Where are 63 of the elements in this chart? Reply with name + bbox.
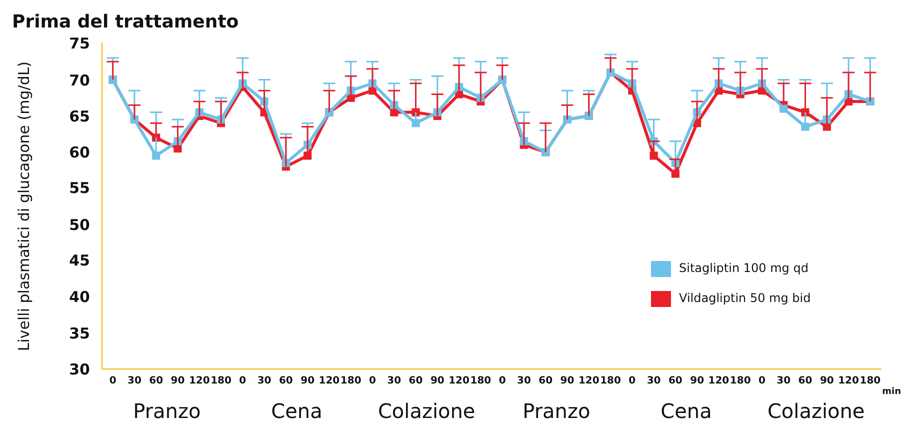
point — [650, 152, 658, 160]
x-tick-label: 180 — [340, 376, 362, 387]
point — [780, 104, 788, 113]
y-tick-label: 60 — [69, 144, 90, 162]
x-tick-label: 90 — [690, 376, 704, 387]
x-tick-label: 30 — [387, 376, 402, 387]
x-tick-label: 30 — [646, 376, 661, 387]
x-tick-label: 120 — [708, 376, 730, 387]
text: Colazione — [378, 399, 476, 424]
y-tick-label: 50 — [69, 216, 90, 234]
x-tick-label: 30 — [516, 376, 531, 387]
text: Pranzo — [522, 399, 590, 424]
x-tick-label: 90 — [820, 376, 834, 387]
x-tick-label: 90 — [300, 376, 315, 387]
y-tick-label: 35 — [69, 324, 90, 342]
x-tick-label: 180 — [860, 376, 881, 387]
point — [671, 170, 680, 178]
x-tick-label: 120 — [188, 376, 210, 387]
x-tick-label: 120 — [318, 376, 340, 387]
x-tick-label: 120 — [448, 376, 470, 387]
y-axis-title: Livelli plasmatici di glucagone (mg/dL) — [14, 61, 33, 352]
x-tick-label: 180 — [210, 376, 232, 387]
y-tick-label: 45 — [69, 252, 90, 270]
x-tick-label: 0 — [239, 376, 246, 387]
x-tick-label: 30 — [257, 376, 272, 387]
x-axis-title: min — [882, 386, 902, 397]
x-tick-label: 180 — [730, 376, 751, 387]
point — [412, 119, 420, 128]
x-tick-label: 180 — [470, 376, 492, 387]
x-tick-label: 120 — [838, 376, 860, 387]
text: Pranzo — [133, 399, 201, 424]
x-tick-label: 0 — [109, 376, 116, 387]
x-tick-label: 0 — [628, 376, 636, 387]
x-tick-label: 90 — [430, 376, 444, 387]
x-tick-label: 120 — [578, 376, 600, 387]
x-tick-label: 60 — [668, 376, 682, 387]
x-tick-label: 60 — [149, 376, 164, 387]
y-tick-label: 40 — [69, 288, 90, 306]
x-tick-label: 90 — [560, 376, 574, 387]
y-tick-label: 70 — [69, 71, 90, 90]
x-tick-label: 180 — [600, 376, 621, 387]
x-tick-label: 60 — [408, 376, 423, 387]
y-tick-label: 65 — [69, 107, 90, 126]
point — [801, 122, 810, 131]
x-tick-label: 60 — [798, 376, 812, 387]
x-tick-label: 0 — [369, 376, 376, 387]
text: Cena — [660, 399, 712, 424]
x-tick-label: 30 — [776, 376, 791, 387]
chart-title: Prima del trattamento — [12, 11, 239, 32]
x-tick-label: 60 — [278, 376, 293, 387]
x-tick-label: 90 — [170, 376, 185, 387]
text: Colazione — [767, 399, 865, 424]
legend-label: Sitagliptin 100 mg qd — [679, 261, 808, 276]
y-tick-label: 55 — [69, 179, 90, 198]
text: Cena — [271, 399, 322, 424]
x-tick-label: 30 — [127, 376, 142, 387]
point — [304, 152, 312, 160]
y-tick-label: 75 — [69, 34, 90, 53]
x-tick-label: 60 — [538, 376, 553, 387]
x-tick-label: 0 — [498, 376, 506, 387]
legend-label: Vildagliptin 50 mg bid — [679, 291, 811, 306]
point — [152, 152, 160, 160]
x-tick-label: 0 — [758, 376, 766, 387]
